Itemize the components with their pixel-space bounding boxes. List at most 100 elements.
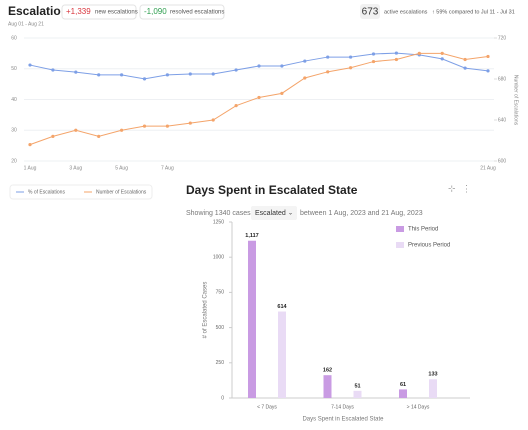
point bbox=[142, 124, 147, 128]
resolved-label: resolved escalations bbox=[170, 10, 224, 16]
y-tick-label: 250 bbox=[216, 360, 225, 366]
point bbox=[74, 128, 78, 132]
y2-tick-label: 600 bbox=[498, 158, 507, 164]
resolved-pill bbox=[139, 4, 225, 20]
legend-label: Previous Period bbox=[408, 243, 450, 249]
x-tick-label: < 7 Days bbox=[257, 404, 277, 410]
value-label: 133 bbox=[428, 372, 437, 378]
point bbox=[371, 52, 376, 56]
legend-label: % of Escalations bbox=[28, 189, 65, 195]
value-label: 614 bbox=[277, 304, 287, 310]
bar bbox=[278, 311, 286, 398]
y2-tick-label: 640 bbox=[498, 117, 507, 123]
point bbox=[303, 76, 307, 80]
y-tick-label: 60 bbox=[11, 35, 17, 41]
menu-icon[interactable]: ⋮ bbox=[462, 183, 471, 193]
x-axis-title: Days Spent in Escalated State bbox=[302, 417, 384, 423]
legend-label: This Period bbox=[408, 227, 438, 233]
point bbox=[28, 63, 32, 67]
point bbox=[349, 55, 353, 59]
point bbox=[28, 143, 32, 147]
x-tick-label: 1 Aug bbox=[24, 165, 37, 171]
active-pill bbox=[360, 4, 380, 19]
change: ↑ 59% compared to Jul 11 - Jul 31 bbox=[432, 9, 515, 15]
point bbox=[188, 72, 192, 76]
page-title: Escalations bbox=[8, 4, 75, 18]
point bbox=[463, 66, 467, 70]
point bbox=[51, 68, 55, 72]
point bbox=[440, 51, 444, 55]
point bbox=[394, 51, 398, 55]
range: between 1 Aug, 2023 and 21 Aug, 2023 bbox=[300, 210, 423, 217]
x-tick-label: 5 Aug bbox=[115, 165, 128, 171]
point bbox=[326, 70, 330, 74]
value-label: 51 bbox=[354, 383, 360, 389]
point bbox=[440, 57, 444, 61]
point bbox=[211, 72, 215, 76]
point bbox=[349, 66, 353, 70]
bar bbox=[248, 240, 256, 398]
y-tick-label: 750 bbox=[216, 290, 225, 296]
legend-swatch bbox=[396, 242, 404, 248]
point bbox=[486, 54, 490, 59]
point bbox=[97, 73, 101, 77]
point bbox=[165, 124, 169, 128]
point bbox=[280, 64, 284, 68]
x-tick-label: 7 Aug bbox=[161, 165, 174, 171]
point bbox=[165, 73, 169, 77]
x-tick-label: > 14 Days bbox=[407, 404, 430, 410]
bar bbox=[399, 389, 407, 398]
legend-swatch bbox=[396, 226, 404, 232]
point bbox=[303, 59, 307, 63]
point bbox=[463, 57, 467, 62]
point bbox=[142, 77, 147, 81]
point bbox=[211, 118, 215, 122]
point bbox=[120, 128, 124, 132]
point bbox=[257, 64, 261, 68]
move-icon[interactable]: ⊹ bbox=[448, 183, 456, 193]
value-label: 162 bbox=[323, 368, 332, 374]
state-value[interactable]: Escalated bbox=[255, 210, 286, 217]
y-tick-label: 1000 bbox=[213, 255, 224, 261]
value-label: 61 bbox=[400, 382, 406, 388]
point bbox=[188, 121, 192, 125]
new-label: new escalations bbox=[95, 10, 138, 16]
state-dropdown[interactable] bbox=[251, 206, 297, 220]
point bbox=[326, 55, 330, 59]
value-label: 1,117 bbox=[245, 233, 258, 239]
x-tick-label: 7-14 Days bbox=[331, 404, 354, 410]
y-tick-label: 50 bbox=[11, 66, 17, 72]
point bbox=[280, 91, 284, 95]
y2-axis-title: Number of Escalations bbox=[513, 75, 519, 126]
point bbox=[97, 134, 101, 138]
point bbox=[234, 104, 238, 108]
card bbox=[180, 176, 480, 222]
active-label: active escalations bbox=[384, 9, 428, 15]
point bbox=[371, 59, 376, 64]
y-tick-label: 20 bbox=[11, 158, 17, 164]
legend-label: Number of Escalations bbox=[96, 189, 147, 195]
dropdown-caret[interactable]: ⌄ bbox=[288, 211, 293, 217]
resolved-count: -1,090 bbox=[144, 7, 167, 16]
new-pill bbox=[61, 4, 137, 20]
point bbox=[417, 51, 421, 55]
x-tick-label: 3 Aug bbox=[69, 165, 82, 171]
active-count: 673 bbox=[362, 7, 379, 18]
card-title: Days Spent in Escalated State bbox=[186, 183, 358, 197]
point bbox=[394, 57, 398, 62]
bar bbox=[323, 375, 332, 398]
y-tick-label: 1250 bbox=[213, 219, 224, 225]
legend-box bbox=[9, 184, 153, 200]
point bbox=[120, 73, 124, 77]
y-tick-label: 30 bbox=[11, 128, 17, 134]
y-tick-label: 40 bbox=[11, 97, 17, 103]
point bbox=[234, 68, 238, 72]
bar bbox=[353, 390, 362, 398]
bar bbox=[429, 379, 437, 398]
point bbox=[74, 70, 78, 74]
y-tick-label: 500 bbox=[216, 325, 225, 331]
x-tick-label: 21 Aug bbox=[480, 165, 496, 171]
point bbox=[486, 69, 490, 73]
new-count: +1,339 bbox=[66, 7, 91, 16]
